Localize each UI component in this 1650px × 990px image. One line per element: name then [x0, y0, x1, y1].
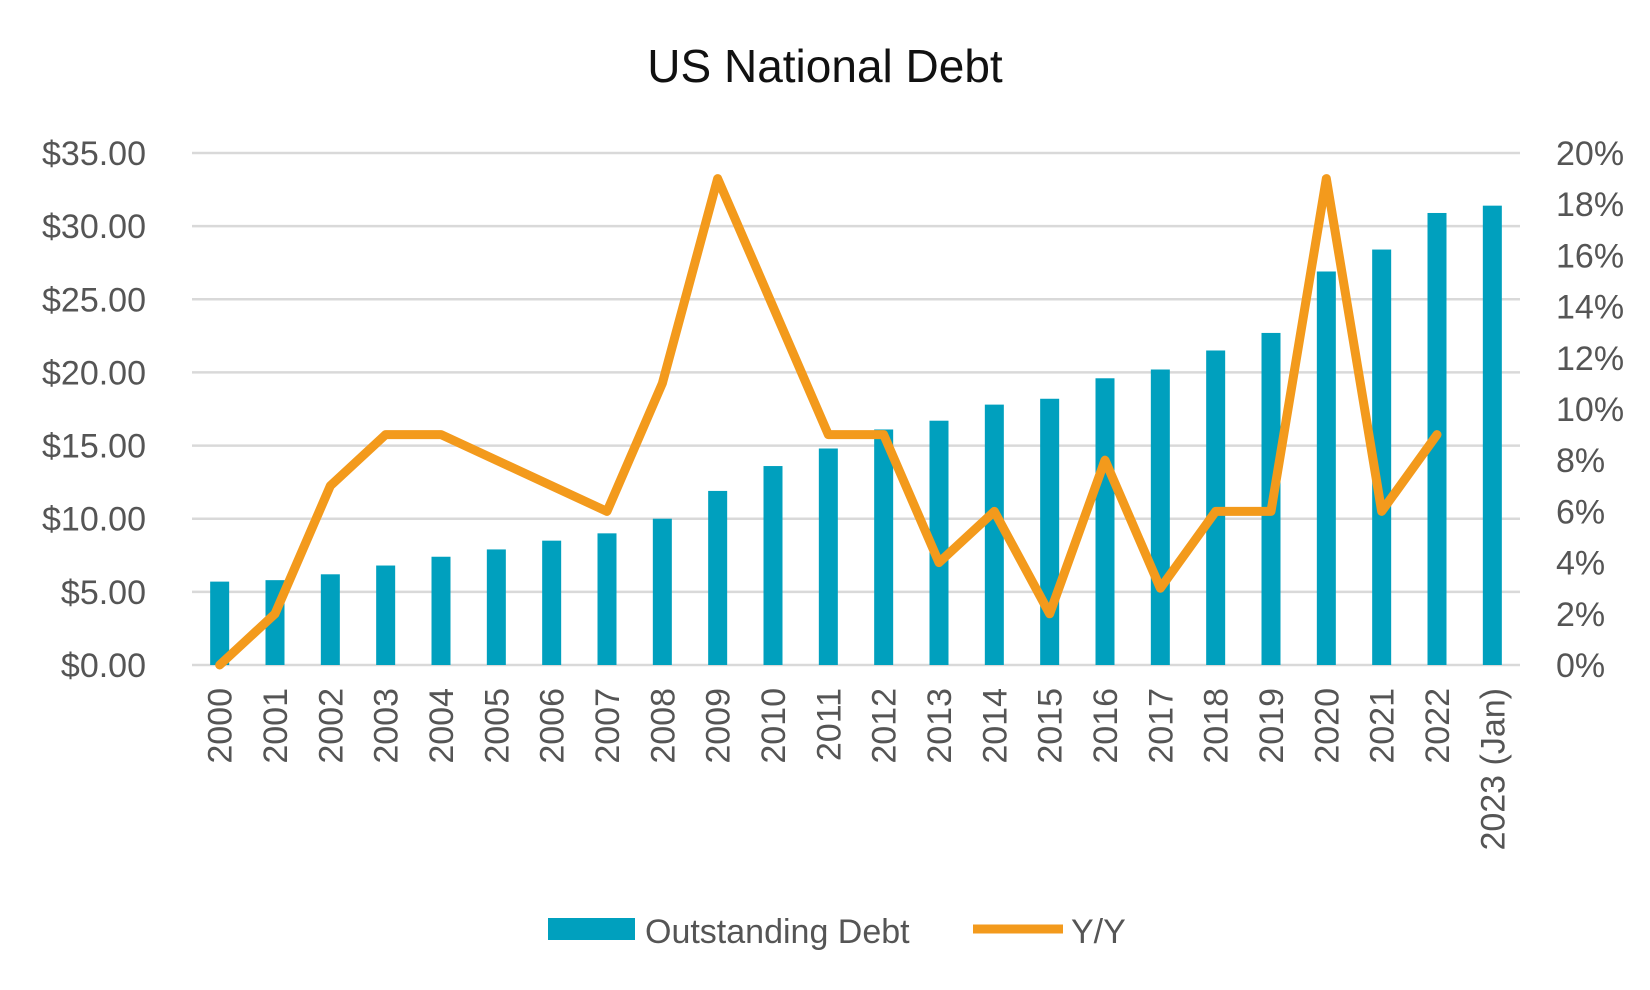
x-tick-label: 2017	[1142, 688, 1180, 764]
right-tick-label: 4%	[1556, 545, 1605, 583]
bar	[763, 466, 783, 665]
x-tick-label: 2011	[810, 688, 848, 761]
x-tick-label: 2019	[1253, 688, 1291, 764]
bar	[542, 540, 562, 665]
legend-label-yy: Y/Y	[1071, 913, 1126, 951]
bar	[818, 448, 838, 665]
bar	[597, 533, 617, 665]
x-tick-label: 2008	[644, 688, 682, 764]
bar	[431, 556, 451, 665]
right-tick-label: 10%	[1556, 391, 1624, 429]
line-series	[215, 174, 1442, 670]
chart-title: US National Debt	[647, 40, 1003, 92]
x-tick-label: 2006	[534, 688, 572, 764]
right-tick-label: 2%	[1556, 596, 1605, 634]
x-tick-label: 2007	[589, 688, 627, 764]
bar	[376, 565, 396, 665]
x-tick-label: 2009	[700, 688, 738, 764]
right-tick-label: 14%	[1556, 289, 1624, 327]
bar	[929, 420, 949, 665]
left-tick-label: $30.00	[42, 208, 146, 246]
bar	[874, 429, 894, 665]
x-tick-label: 2010	[755, 688, 793, 764]
x-tick-label: 2012	[866, 688, 904, 764]
bar	[1316, 271, 1336, 665]
bar	[708, 490, 728, 665]
right-tick-label: 6%	[1556, 493, 1605, 531]
left-tick-label: $15.00	[42, 428, 146, 466]
legend-label-outstanding-debt: Outstanding Debt	[645, 913, 910, 951]
left-tick-label: $10.00	[42, 501, 146, 539]
x-tick-label: 2003	[368, 688, 406, 764]
x-tick-label: 2022	[1419, 688, 1457, 764]
line-path	[215, 174, 1442, 670]
left-tick-label: $35.00	[42, 135, 146, 173]
bar	[210, 581, 230, 665]
x-tick-label: 2021	[1364, 688, 1402, 764]
x-tick-label: 2015	[1032, 688, 1070, 764]
x-axis: 2000 2001 2002 2003 2004 2005 2006 2007 2008 2009…	[202, 688, 1513, 851]
left-tick-label: $5.00	[61, 574, 146, 612]
right-tick-label: 12%	[1556, 340, 1624, 378]
x-tick-label: 2016	[1087, 688, 1125, 764]
bar	[320, 574, 340, 665]
x-tick-label: 2004	[423, 688, 461, 764]
legend-swatch-outstanding-debt	[548, 918, 635, 940]
left-tick-label: $20.00	[42, 354, 146, 392]
left-tick-label: $25.00	[42, 281, 146, 319]
right-axis: 0% 2% 4% 6% 8% 10% 12% 14% 16% 18% 20%	[1556, 135, 1624, 685]
right-tick-label: 18%	[1556, 186, 1624, 224]
legend: Outstanding Debt Y/Y	[548, 913, 1126, 951]
right-tick-label: 0%	[1556, 647, 1605, 685]
bar	[1095, 378, 1115, 665]
bar	[1150, 369, 1170, 665]
left-tick-label: $0.00	[61, 647, 146, 685]
x-tick-label: 2002	[312, 688, 350, 764]
bar	[1482, 205, 1502, 666]
x-tick-label: 2014	[976, 688, 1014, 764]
x-tick-label: 2013	[921, 688, 959, 764]
x-tick-label: 2020	[1308, 688, 1346, 764]
bar	[652, 518, 672, 665]
bar	[1372, 249, 1392, 665]
right-tick-label: 8%	[1556, 442, 1605, 480]
bar	[984, 404, 1004, 665]
x-tick-label: 2018	[1198, 688, 1236, 764]
x-tick-label: 2000	[202, 688, 240, 764]
x-tick-label: 2001	[257, 688, 295, 764]
x-tick-label: 2005	[478, 688, 516, 764]
bar	[486, 549, 506, 665]
gridlines	[192, 151, 1520, 667]
x-tick-label: 2023 (Jan)	[1474, 688, 1512, 851]
left-axis: $0.00 $5.00 $10.00 $15.00 $20.00 $25.00 $30.00…	[42, 135, 146, 685]
bar	[1040, 398, 1060, 665]
right-tick-label: 20%	[1556, 135, 1624, 173]
right-tick-label: 16%	[1556, 237, 1624, 275]
